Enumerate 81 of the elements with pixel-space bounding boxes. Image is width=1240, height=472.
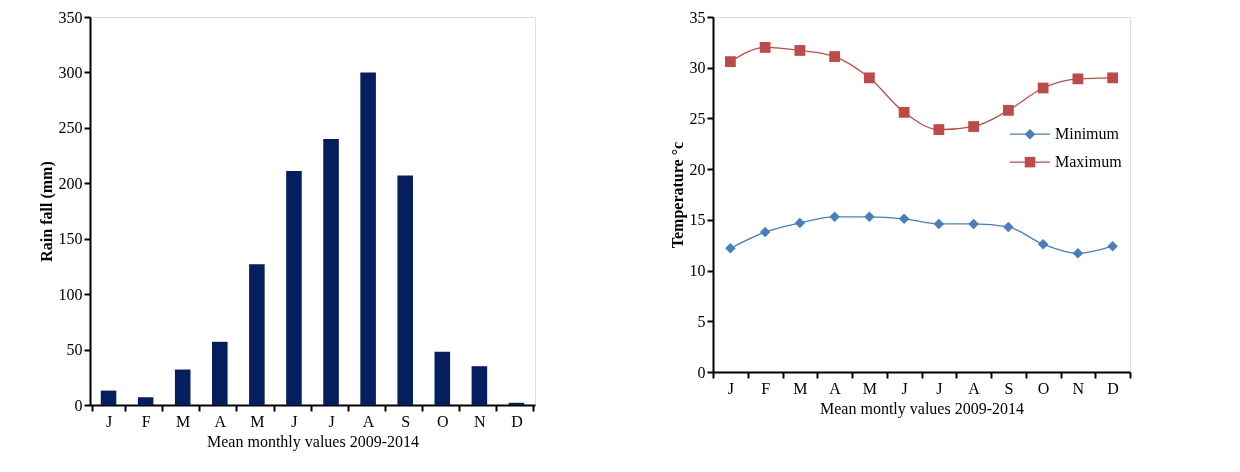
x-tick-label: O: [1037, 379, 1050, 397]
point: [725, 243, 736, 254]
point: [794, 45, 806, 56]
point: [898, 213, 910, 225]
x-tick-label: N: [474, 412, 487, 430]
point: [864, 211, 875, 223]
bar: [212, 341, 228, 405]
point: [1003, 221, 1014, 233]
y-tick-label: 20: [689, 160, 706, 178]
bar: [249, 264, 265, 405]
x-tick-label: F: [761, 379, 771, 397]
point: [724, 56, 736, 68]
y-tick-label: 150: [58, 230, 83, 248]
x-tick-label: A: [362, 412, 375, 430]
y-axis-title: Temperature °c: [668, 141, 687, 249]
x-tick-label: M: [862, 379, 877, 397]
x-tick-label: A: [214, 412, 227, 430]
point: [1037, 82, 1049, 94]
y-tick-label: 35: [689, 8, 706, 26]
x-tick-label: D: [1107, 379, 1119, 397]
x-tick-label: J: [727, 379, 734, 397]
y-axis-title: Rain fall (mm): [37, 161, 56, 262]
x-tick-label: J: [291, 412, 298, 430]
x-tick-label: A: [968, 379, 981, 397]
point: [968, 121, 980, 132]
y-tick-label: 100: [58, 285, 83, 303]
point: [863, 72, 875, 84]
y-tick-label: 0: [697, 363, 706, 381]
point: [1072, 73, 1084, 85]
point: [1107, 240, 1118, 252]
bar: [397, 175, 413, 405]
x-tick-label: J: [936, 379, 943, 397]
x-tick-label: M: [176, 412, 191, 430]
point: [1072, 248, 1084, 259]
point: [898, 106, 910, 118]
point: [829, 211, 840, 223]
point: [1107, 72, 1119, 84]
y-tick-label: 30: [689, 59, 706, 77]
legend-label: Maximum: [1055, 153, 1123, 171]
bar: [471, 366, 488, 405]
x-axis-title: Mean montly values 2009-2014: [820, 399, 1024, 418]
point: [794, 217, 806, 229]
y-tick-label: 10: [689, 262, 706, 280]
x-tick-label: J: [901, 379, 908, 397]
x-tick-label: M: [793, 379, 808, 397]
x-tick-label: M: [250, 412, 265, 430]
legend-label: Minimum: [1055, 125, 1120, 143]
x-tick-label: S: [1004, 379, 1014, 397]
y-tick-label: 250: [58, 119, 83, 137]
y-tick-label: 5: [697, 312, 706, 330]
x-tick-label: S: [401, 412, 411, 430]
point: [1037, 238, 1049, 250]
point: [1002, 104, 1014, 116]
y-tick-label: 350: [58, 8, 83, 26]
point: [933, 218, 945, 230]
point: [759, 42, 771, 53]
bar: [100, 390, 117, 405]
x-tick-label: N: [1072, 379, 1085, 397]
y-tick-label: 0: [74, 396, 83, 414]
x-tick-label: D: [511, 412, 523, 430]
x-tick-label: F: [141, 412, 151, 430]
bar: [137, 397, 154, 405]
point: [829, 51, 841, 62]
x-axis-title: Mean monthly values 2009-2014: [207, 432, 419, 451]
y-tick-label: 300: [58, 63, 83, 81]
y-tick-label: 25: [689, 109, 706, 127]
x-tick-label: J: [328, 412, 335, 430]
point: [933, 124, 945, 135]
x-tick-label: O: [437, 412, 449, 430]
point: [759, 226, 771, 238]
y-tick-label: 15: [689, 211, 706, 229]
x-tick-label: J: [105, 412, 113, 430]
point: [968, 218, 979, 230]
bar: [323, 138, 339, 405]
bar: [434, 351, 451, 405]
bar: [286, 171, 302, 405]
bar: [174, 369, 191, 405]
y-tick-label: 50: [66, 341, 83, 359]
y-tick-label: 200: [58, 174, 83, 192]
x-tick-label: A: [829, 379, 842, 397]
bar: [360, 72, 376, 405]
